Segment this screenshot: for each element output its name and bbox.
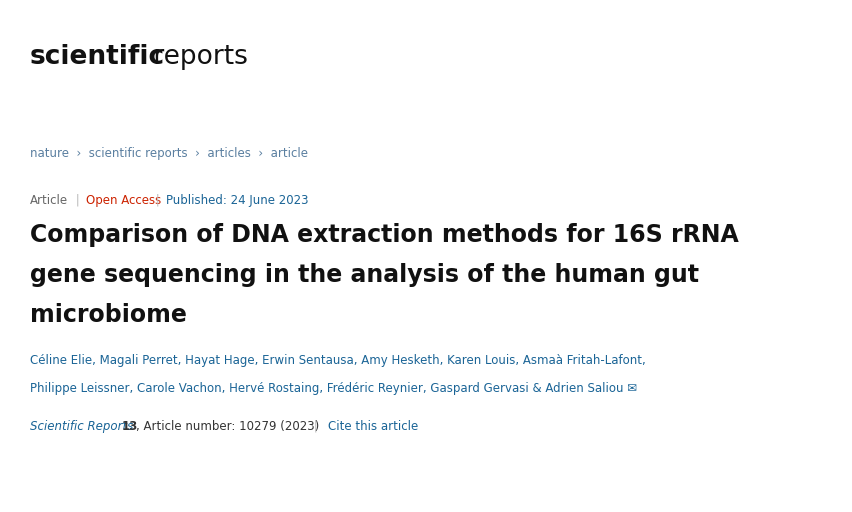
Text: microbiome: microbiome bbox=[30, 303, 187, 327]
Text: |: | bbox=[152, 194, 164, 207]
Text: gene sequencing in the analysis of the human gut: gene sequencing in the analysis of the h… bbox=[30, 263, 698, 287]
Text: Article: Article bbox=[30, 194, 68, 207]
Text: Philippe Leissner, Carole Vachon, Hervé Rostaing, Frédéric Reynier, Gaspard Gerv: Philippe Leissner, Carole Vachon, Hervé … bbox=[30, 382, 636, 395]
Text: |: | bbox=[309, 420, 321, 433]
Text: nature  ›  scientific reports  ›  articles  ›  article: nature › scientific reports › articles ›… bbox=[30, 147, 308, 160]
Text: 13: 13 bbox=[122, 420, 138, 433]
Text: Céline Elie, Magali Perret, Hayat Hage, Erwin Sentausa, Amy Hesketh, Karen Louis: Céline Elie, Magali Perret, Hayat Hage, … bbox=[30, 354, 645, 367]
Text: Scientific Reports: Scientific Reports bbox=[30, 420, 133, 433]
Text: |: | bbox=[72, 194, 83, 207]
Text: , Article number: 10279 (2023): , Article number: 10279 (2023) bbox=[135, 420, 319, 433]
Text: reports: reports bbox=[145, 44, 248, 70]
Text: Open Access: Open Access bbox=[86, 194, 161, 207]
Text: scientific: scientific bbox=[30, 44, 165, 70]
Text: Published: 24 June 2023: Published: 24 June 2023 bbox=[166, 194, 308, 207]
Text: Comparison of DNA extraction methods for 16S rRNA: Comparison of DNA extraction methods for… bbox=[30, 223, 738, 247]
Text: Cite this article: Cite this article bbox=[328, 420, 417, 433]
